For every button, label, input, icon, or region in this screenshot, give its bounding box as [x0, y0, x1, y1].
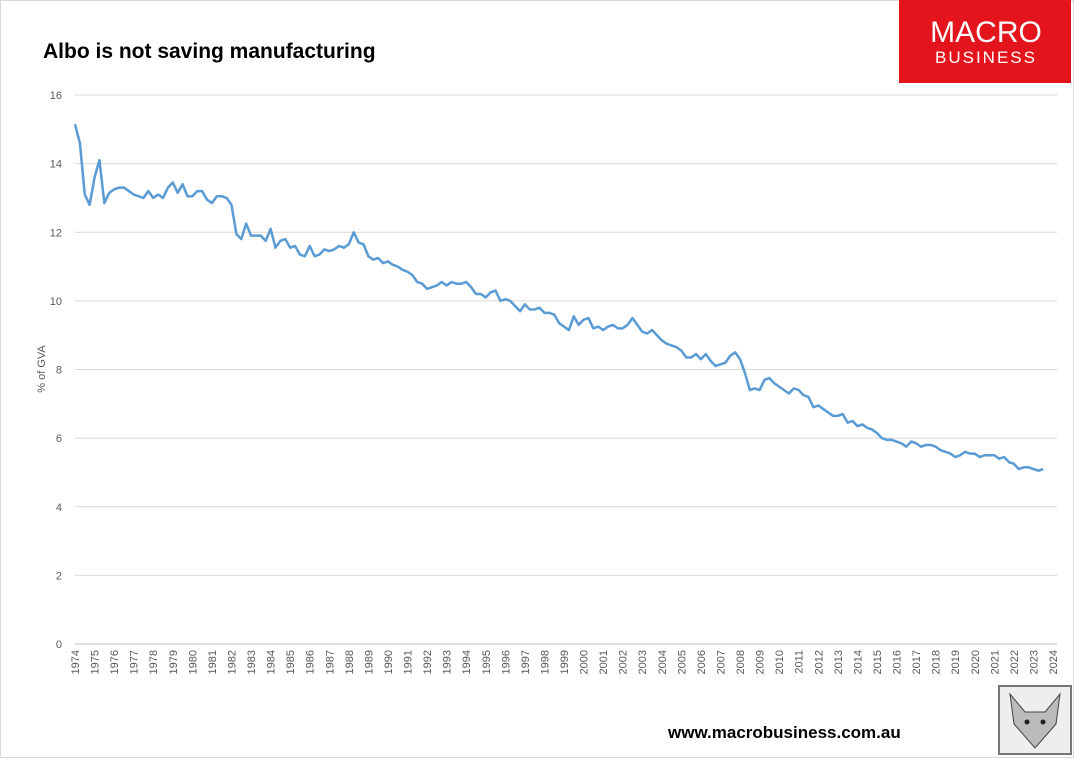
x-tick-label: 2013: [833, 650, 845, 674]
x-tick-label: 2023: [1028, 650, 1040, 674]
x-tick-label: 2011: [794, 650, 806, 674]
y-tick-label: 16: [50, 90, 62, 102]
x-tick-label: 1988: [344, 650, 356, 674]
x-tick-label: 2003: [637, 650, 649, 674]
x-tick-label: 2001: [598, 650, 610, 674]
data-line: [73, 123, 1044, 472]
x-tick-label: 1989: [363, 650, 375, 674]
wolf-head: [1009, 692, 1061, 749]
x-tick-label: 1977: [129, 650, 141, 674]
wolf-eye: [1024, 719, 1030, 725]
x-tick-label: 1980: [187, 650, 199, 674]
x-tick-label: 1986: [305, 650, 317, 674]
x-tick-label: 1997: [520, 650, 532, 674]
x-tick-label: 1974: [70, 650, 82, 674]
x-tick-label: 1996: [500, 650, 512, 674]
plot-area: 0 2 4 6 8 10 12 14 16 1974 1975 1976 1977 1978 1979 198…: [50, 90, 1060, 674]
x-tick-label: 1994: [461, 650, 473, 674]
x-tick-label: 2012: [813, 650, 825, 674]
x-tick-label: 1998: [539, 650, 551, 674]
x-tick-label: 2007: [715, 650, 727, 674]
x-tick-label: 1992: [422, 650, 434, 674]
x-tick-label: 1995: [481, 650, 493, 674]
y-tick-label: 12: [50, 227, 62, 239]
x-tick-label: 2021: [989, 650, 1001, 674]
logo-box: [899, 0, 1071, 83]
wolf-icon: [998, 685, 1072, 755]
x-tick-label: 2020: [970, 650, 982, 674]
x-tick-label: 2018: [931, 650, 943, 674]
x-tick-label: 2017: [911, 650, 923, 674]
x-tick-label: 1993: [442, 650, 454, 674]
x-tick-label: 2005: [676, 650, 688, 674]
wolf-eye: [1040, 719, 1046, 725]
x-tick-label: 1983: [246, 650, 258, 674]
x-tick-label: 2024: [1048, 650, 1060, 674]
logo-line1: MACRO: [930, 16, 1042, 49]
y-tick-label: 8: [56, 365, 62, 377]
x-tick-label: 2008: [735, 650, 747, 674]
y-tick-label: 14: [50, 159, 62, 171]
y-tick-label: 0: [56, 639, 62, 651]
y-tick-label: 10: [50, 296, 62, 308]
x-tick-label: 1981: [207, 650, 219, 674]
x-tick-label: 2022: [1009, 650, 1021, 674]
y-tick-label: 2: [56, 570, 62, 582]
logo: MACRO BUSINESS: [899, 0, 1071, 83]
x-tick-label: 1976: [109, 650, 121, 674]
x-tick-label: 2002: [618, 650, 630, 674]
x-tick-label: 2009: [755, 650, 767, 674]
x-tick-label: 1982: [226, 650, 238, 674]
y-tick-label: 6: [56, 433, 62, 445]
x-tick-label: 2019: [950, 650, 962, 674]
footer-url: www.macrobusiness.com.au: [667, 723, 901, 742]
x-tick-label: 2016: [892, 650, 904, 674]
x-tick-label: 1990: [383, 650, 395, 674]
chart-title: Albo is not saving manufacturing: [43, 40, 376, 63]
x-tick-label: 2006: [696, 650, 708, 674]
y-axis-label: % of GVA: [36, 345, 48, 393]
x-tick-label: 1999: [559, 650, 571, 674]
y-tick-label: 4: [56, 502, 62, 514]
x-tick-label: 1987: [324, 650, 336, 674]
x-tick-label: 2004: [657, 650, 669, 674]
x-tick-label: 1984: [266, 650, 278, 674]
x-tick-label: 1978: [148, 650, 160, 674]
x-tick-label: 2010: [774, 650, 786, 674]
x-tick-label: 1975: [90, 650, 102, 674]
x-tick-label: 1979: [168, 650, 180, 674]
logo-line2: BUSINESS: [935, 48, 1037, 67]
x-tick-label: 2014: [852, 650, 864, 674]
x-tick-label: 2000: [579, 650, 591, 674]
x-tick-label: 2015: [872, 650, 884, 674]
x-tick-label: 1991: [403, 650, 415, 674]
x-tick-label: 1985: [285, 650, 297, 674]
